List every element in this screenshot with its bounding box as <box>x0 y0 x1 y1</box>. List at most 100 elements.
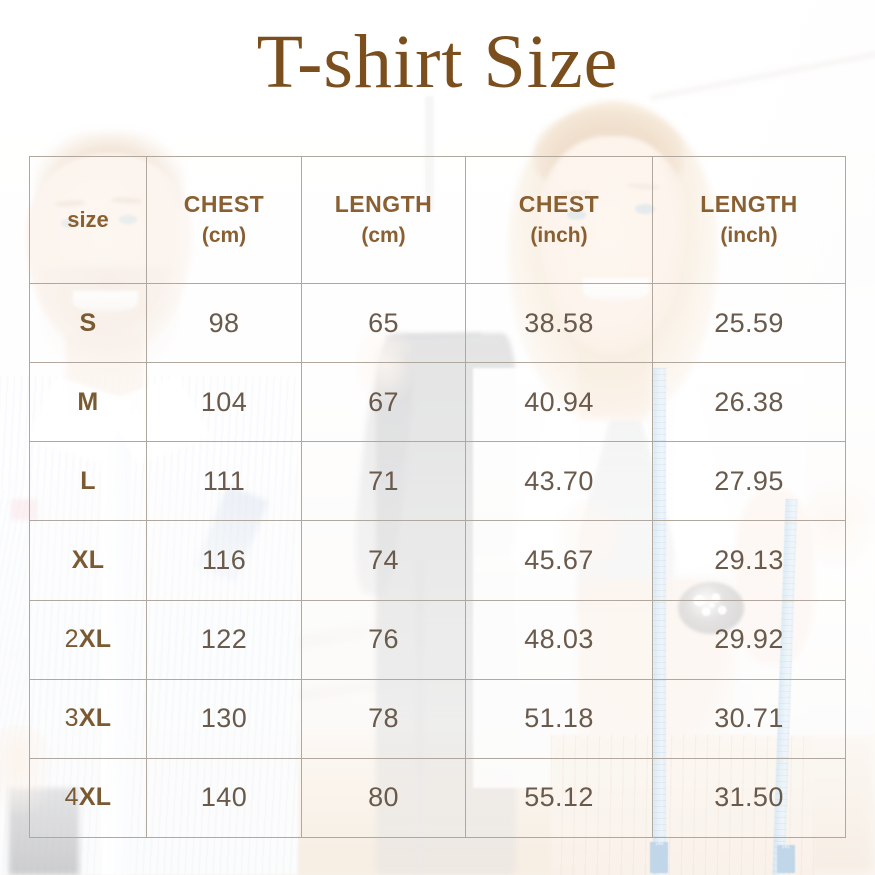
value-length-cm: 71 <box>368 465 399 496</box>
column-header-size-label: size <box>67 207 109 232</box>
column-header-length-cm-unit: (cm) <box>361 224 406 248</box>
cell-length-inch: 29.92 <box>652 599 846 680</box>
cell-size: L <box>29 441 147 522</box>
cell-chest-cm: 140 <box>146 757 302 839</box>
column-header-chest-inch-label: CHEST <box>518 191 600 218</box>
column-header-size: size <box>29 156 147 284</box>
value-length-inch: 29.13 <box>714 544 784 575</box>
cell-length-cm: 67 <box>301 362 466 443</box>
cell-chest-cm: 104 <box>146 362 302 443</box>
photo-tape-number-left: 140 <box>650 841 669 874</box>
value-length-inch: 29.92 <box>714 624 784 655</box>
column-header-chest-cm-text: CHEST (cm) <box>147 191 301 252</box>
size-label: 2XL <box>65 625 112 653</box>
column-header-length-cm: LENGTH (cm) <box>301 156 466 284</box>
photo-tape-number-right: 141 <box>777 845 795 874</box>
cell-chest-inch: 40.94 <box>465 362 653 443</box>
value-chest-inch: 48.03 <box>524 624 594 655</box>
value-length-cm: 65 <box>368 307 399 338</box>
cell-chest-cm: 130 <box>146 678 302 759</box>
table-row: 2XL 122 76 48.03 29.92 <box>29 599 846 680</box>
size-table-wrapper: size CHEST (cm) LENGTH (cm) <box>29 156 846 839</box>
size-label: XL <box>72 546 105 574</box>
cell-chest-inch: 55.12 <box>465 757 653 839</box>
cell-length-cm: 78 <box>301 678 466 759</box>
size-core: XL <box>71 545 105 574</box>
size-core: S <box>79 308 97 337</box>
table-row: L 111 71 43.70 27.95 <box>29 441 846 522</box>
cell-length-cm: 65 <box>301 282 466 364</box>
table-header: size CHEST (cm) LENGTH (cm) <box>29 156 846 284</box>
column-header-chest-cm-label: CHEST <box>183 191 265 218</box>
size-label: L <box>80 467 96 495</box>
size-label: S <box>80 309 97 337</box>
column-header-length-inch-unit: (inch) <box>720 224 778 248</box>
value-chest-cm: 98 <box>208 307 240 338</box>
value-length-inch: 26.38 <box>714 386 784 417</box>
size-label: 3XL <box>65 704 112 732</box>
cell-length-inch: 26.38 <box>652 362 846 443</box>
cell-chest-inch: 51.18 <box>465 678 653 759</box>
cell-chest-inch: 45.67 <box>465 520 653 601</box>
value-chest-inch: 45.67 <box>524 544 594 575</box>
table-row: XL 116 74 45.67 29.13 <box>29 520 846 601</box>
value-chest-inch: 43.70 <box>524 465 594 496</box>
size-core: L <box>80 466 96 495</box>
cell-size: XL <box>29 520 147 601</box>
column-header-chest-cm: CHEST (cm) <box>146 156 302 284</box>
size-prefix: 2 <box>64 625 79 654</box>
cell-chest-cm: 98 <box>146 282 302 364</box>
cell-size: S <box>29 282 147 364</box>
cell-length-cm: 71 <box>301 441 466 522</box>
value-chest-cm: 122 <box>200 624 248 655</box>
size-core: XL <box>78 625 112 654</box>
value-length-inch: 25.59 <box>714 307 784 338</box>
table-row: S 98 65 38.58 25.59 <box>29 282 846 364</box>
cell-size: 3XL <box>29 678 147 759</box>
value-length-cm: 67 <box>368 386 399 417</box>
value-chest-cm: 140 <box>200 782 248 813</box>
size-prefix: 4 <box>64 783 79 812</box>
column-header-chest-inch-unit: (inch) <box>530 224 588 248</box>
value-length-cm: 76 <box>368 624 399 655</box>
table-header-row: size CHEST (cm) LENGTH (cm) <box>29 156 846 284</box>
cell-length-inch: 30.71 <box>652 678 846 759</box>
value-chest-inch: 55.12 <box>524 782 594 813</box>
cell-chest-cm: 122 <box>146 599 302 680</box>
page-title: T-shirt Size <box>256 20 619 104</box>
column-header-length-inch: LENGTH (inch) <box>652 156 846 284</box>
cell-length-cm: 80 <box>301 757 466 839</box>
value-chest-inch: 51.18 <box>524 703 594 734</box>
value-chest-cm: 130 <box>200 703 248 734</box>
column-header-length-inch-text: LENGTH (inch) <box>653 191 845 252</box>
value-length-cm: 78 <box>368 703 399 734</box>
cell-length-inch: 31.50 <box>652 757 846 839</box>
cell-length-inch: 27.95 <box>652 441 846 522</box>
column-header-chest-inch: CHEST (inch) <box>465 156 653 284</box>
cell-chest-inch: 38.58 <box>465 282 653 364</box>
column-header-chest-inch-text: CHEST (inch) <box>466 191 652 252</box>
cell-size: M <box>29 362 147 443</box>
column-header-length-cm-text: LENGTH (cm) <box>302 191 465 252</box>
cell-size: 2XL <box>29 599 147 680</box>
photo-man-arm-stripes <box>0 490 27 753</box>
value-length-inch: 27.95 <box>714 465 784 496</box>
size-prefix: 3 <box>64 704 79 733</box>
value-chest-cm: 116 <box>201 544 247 575</box>
cell-chest-inch: 43.70 <box>465 441 653 522</box>
value-length-inch: 31.50 <box>714 782 784 813</box>
column-header-length-cm-label: LENGTH <box>334 191 433 218</box>
column-header-length-inch-label: LENGTH <box>700 191 798 218</box>
table-row: 3XL 130 78 51.18 30.71 <box>29 678 846 759</box>
value-chest-cm: 111 <box>202 465 246 496</box>
value-chest-cm: 104 <box>200 386 248 417</box>
value-chest-inch: 38.58 <box>524 307 594 338</box>
value-length-cm: 80 <box>368 782 399 813</box>
size-core: XL <box>78 704 112 733</box>
cell-chest-inch: 48.03 <box>465 599 653 680</box>
cell-length-cm: 74 <box>301 520 466 601</box>
value-chest-inch: 40.94 <box>524 386 594 417</box>
column-header-chest-cm-unit: (cm) <box>201 224 247 248</box>
size-table: size CHEST (cm) LENGTH (cm) <box>29 156 846 839</box>
